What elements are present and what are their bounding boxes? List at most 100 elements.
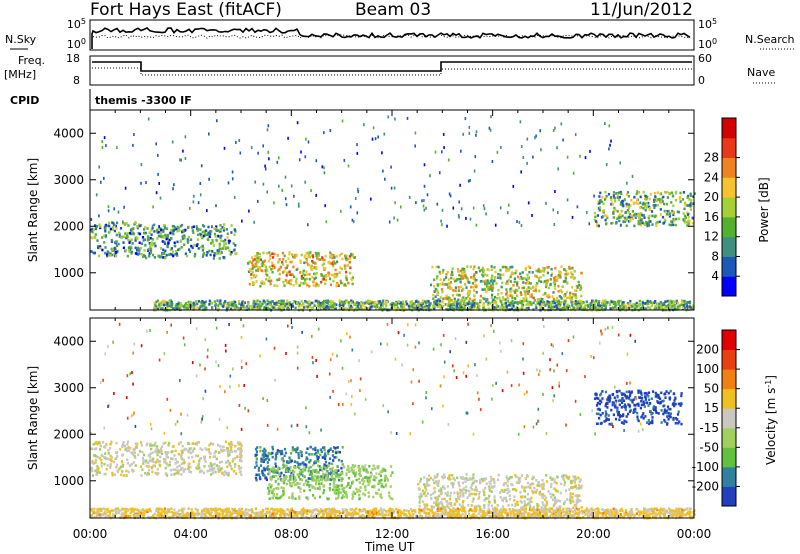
cell (268, 301, 271, 304)
cell (636, 190, 638, 194)
cell (294, 478, 298, 482)
cell (332, 300, 335, 303)
cell (528, 498, 531, 501)
cell (506, 282, 509, 285)
cell (113, 246, 116, 250)
cell (336, 475, 339, 479)
cell (321, 263, 324, 267)
cell (649, 207, 652, 210)
cell (614, 208, 617, 212)
cell (568, 305, 571, 308)
cell (164, 441, 167, 445)
cell (367, 301, 370, 305)
cell (429, 302, 432, 305)
cell (297, 305, 300, 308)
cell (178, 469, 181, 472)
cell (552, 291, 555, 294)
cell (344, 267, 347, 270)
cell (333, 302, 336, 306)
cell (576, 305, 579, 308)
cell (337, 458, 341, 462)
cell (485, 300, 488, 303)
cell (480, 279, 483, 283)
cell (533, 299, 536, 302)
cell (478, 269, 481, 273)
cell (598, 208, 601, 212)
cell (546, 302, 549, 306)
cell (396, 218, 399, 222)
cell (304, 481, 307, 485)
cell (364, 464, 367, 467)
cell (444, 492, 447, 495)
cell (441, 223, 443, 227)
cell (605, 194, 608, 198)
cell (495, 307, 498, 310)
cell (647, 302, 650, 305)
cell (353, 492, 357, 495)
cell (180, 304, 183, 307)
cell (372, 126, 375, 130)
cell (272, 475, 275, 478)
cell (315, 267, 318, 271)
cell (217, 307, 220, 311)
cell (387, 115, 389, 119)
cell (328, 486, 331, 490)
cell (310, 484, 313, 487)
cell (163, 300, 166, 304)
cell (539, 298, 542, 302)
cell (637, 219, 640, 223)
cell (556, 306, 559, 310)
cell (359, 305, 362, 308)
cell (633, 307, 637, 311)
cell (192, 460, 195, 463)
cell (327, 472, 330, 475)
cell (90, 250, 93, 253)
cell (549, 303, 552, 306)
cell (333, 456, 336, 459)
cell (639, 201, 642, 205)
cell (468, 494, 471, 497)
cell (350, 468, 354, 471)
cell (215, 204, 217, 208)
cell (339, 491, 342, 494)
cell (131, 470, 134, 473)
cell (136, 249, 139, 252)
cell (499, 491, 502, 494)
cell (118, 235, 121, 238)
cell (254, 262, 257, 266)
cell (529, 287, 532, 290)
cell (171, 457, 174, 461)
cell (257, 473, 260, 477)
cell (546, 271, 549, 275)
cell (313, 479, 316, 482)
cell (561, 306, 564, 310)
cell (463, 276, 466, 280)
cell (446, 283, 449, 286)
cell (114, 451, 118, 454)
cell (527, 286, 530, 289)
cell (334, 447, 337, 450)
cell (250, 261, 254, 264)
cell (683, 306, 686, 309)
cell (131, 453, 135, 456)
cell (631, 210, 634, 213)
cell (101, 236, 104, 239)
cell (216, 467, 219, 471)
cell (338, 475, 341, 479)
cell (465, 216, 467, 220)
cell (299, 450, 302, 453)
cell (557, 499, 560, 502)
cell (176, 469, 179, 472)
cell (260, 460, 263, 463)
cell (300, 253, 303, 257)
cell (305, 458, 308, 462)
colorbar-tick-label: 12 (704, 230, 719, 244)
cell (619, 216, 622, 219)
cell (323, 268, 326, 271)
cell (345, 274, 348, 278)
cell (645, 220, 648, 224)
cell (569, 479, 572, 483)
cell (256, 256, 259, 260)
cell (316, 449, 320, 452)
cell (605, 222, 608, 226)
